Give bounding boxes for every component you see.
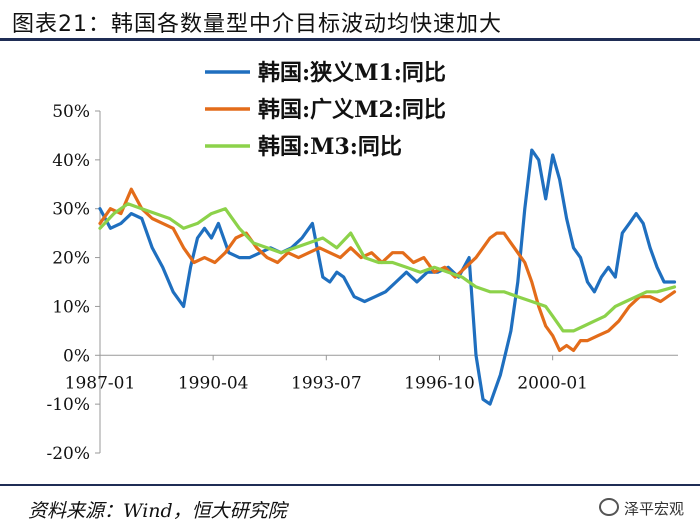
source-bar: 资料来源：Wind，恒大研究院 泽平宏观	[0, 484, 700, 532]
x-tick-label: 1993-07	[291, 373, 362, 393]
y-tick-label: 40%	[52, 151, 90, 171]
y-tick-label: 10%	[52, 297, 90, 317]
series-line-3	[98, 202, 677, 333]
series-line-2	[98, 187, 677, 352]
watermark: 泽平宏观	[598, 498, 684, 519]
source-note: 资料来源：Wind，恒大研究院	[28, 500, 287, 522]
line-chart: -20% -10% 0% 10% 20% 30% 40% 50% 1987-01 1990-04 1…	[46, 60, 678, 464]
legend-label-2: 韩国:广义M2:同比	[258, 97, 446, 123]
x-tick-label: 2000-01	[517, 373, 588, 393]
y-tick-label: 0%	[63, 346, 90, 366]
title-bar: 图表21：韩国各数量型中介目标波动均快速加大	[0, 0, 700, 41]
legend-label-1: 韩国:狭义M1:同比	[258, 60, 446, 86]
chart-title: 图表21：韩国各数量型中介目标波动均快速加大	[12, 12, 502, 37]
legend-label-3: 韩国:M3:同比	[258, 134, 402, 160]
x-tick-label: 1987-01	[65, 373, 136, 393]
watermark-label: 泽平宏观	[623, 500, 684, 518]
series-line-1	[98, 148, 677, 406]
x-tick-label: 1996-10	[404, 373, 475, 393]
chart-area: -20% -10% 0% 10% 20% 30% 40% 50% 1987-01 1990-04 1…	[0, 40, 700, 480]
wechat-icon	[598, 498, 619, 516]
y-tick-label: 30%	[52, 200, 90, 220]
y-tick-label: 20%	[52, 249, 90, 269]
y-tick-label: 50%	[52, 102, 90, 122]
y-tick-label: -20%	[46, 444, 90, 464]
x-tick-label: 1990-04	[178, 373, 249, 393]
y-tick-label: -10%	[46, 395, 90, 415]
